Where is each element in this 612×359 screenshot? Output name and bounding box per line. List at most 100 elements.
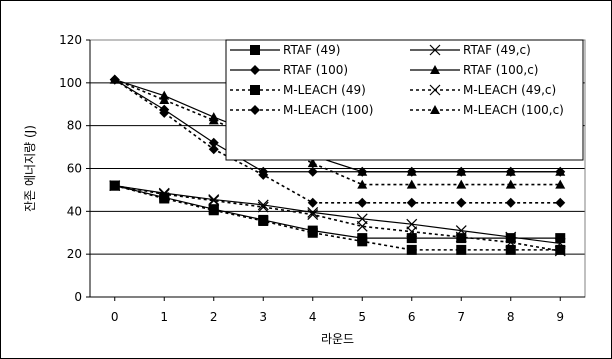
y-axis-title: 잔존 에너지량 (J) bbox=[23, 125, 37, 212]
data-point bbox=[555, 197, 566, 208]
legend-label: M-LEACH (100) bbox=[283, 103, 373, 117]
legend-marker bbox=[250, 45, 260, 55]
series-group bbox=[109, 74, 566, 257]
legend-entry: RTAF (100) bbox=[230, 63, 348, 77]
data-point bbox=[109, 180, 121, 192]
x-tick-label: 4 bbox=[309, 310, 317, 324]
legend-entry: M-LEACH (49,c) bbox=[410, 83, 556, 97]
legend-label: M-LEACH (49,c) bbox=[463, 83, 556, 97]
legend-marker bbox=[429, 44, 441, 56]
x-marker-stroke bbox=[257, 199, 269, 211]
legend-marker bbox=[430, 105, 440, 114]
series-5 bbox=[109, 180, 566, 257]
data-point bbox=[505, 236, 517, 248]
y-tick-label: 60 bbox=[67, 162, 82, 176]
data-point bbox=[208, 194, 220, 205]
legend: RTAF (49) RTAF (49,c) RTAF (100) RTAF (100,… bbox=[225, 39, 584, 161]
legend-label: RTAF (100,c) bbox=[463, 63, 538, 77]
legend-label: M-LEACH (49) bbox=[283, 83, 366, 97]
data-point bbox=[406, 166, 417, 176]
x-marker-stroke bbox=[455, 231, 467, 243]
y-tick-label: 40 bbox=[67, 204, 82, 218]
y-tick-label: 20 bbox=[67, 247, 82, 261]
data-point bbox=[158, 188, 170, 200]
data-point bbox=[208, 195, 220, 207]
series-line bbox=[114, 185, 561, 245]
data-point bbox=[456, 197, 467, 208]
x-marker-stroke bbox=[307, 206, 319, 218]
legend-marker bbox=[429, 84, 441, 96]
data-point bbox=[159, 107, 170, 118]
data-point bbox=[505, 197, 516, 208]
y-tick-label: 120 bbox=[59, 33, 82, 47]
data-point bbox=[356, 220, 368, 232]
x-tick-label: 3 bbox=[259, 310, 267, 324]
series-line bbox=[114, 185, 561, 239]
data-point bbox=[357, 166, 368, 176]
legend-label: RTAF (49,c) bbox=[463, 43, 531, 57]
data-point bbox=[357, 179, 368, 189]
data-point bbox=[406, 233, 417, 244]
legend-entry: M-LEACH (49) bbox=[230, 83, 366, 97]
data-point bbox=[505, 231, 517, 243]
legend-label: RTAF (49) bbox=[283, 43, 340, 57]
y-tick-label: 100 bbox=[59, 76, 82, 90]
legend-entry: M-LEACH (100,c) bbox=[410, 103, 564, 117]
data-point bbox=[307, 206, 319, 218]
data-point bbox=[555, 179, 566, 189]
x-tick-label: 2 bbox=[210, 310, 218, 324]
data-point bbox=[307, 197, 318, 208]
legend-marker bbox=[250, 105, 260, 115]
x-tick-label: 9 bbox=[556, 310, 564, 324]
x-marker-stroke bbox=[307, 209, 319, 220]
data-point bbox=[505, 179, 516, 189]
legend-label: RTAF (100) bbox=[283, 63, 348, 77]
legend-marker bbox=[250, 85, 260, 95]
data-point bbox=[208, 137, 219, 148]
legend-entry: RTAF (100,c) bbox=[410, 63, 538, 77]
data-point bbox=[159, 94, 170, 104]
x-marker-stroke bbox=[429, 44, 441, 56]
data-point bbox=[406, 197, 417, 208]
data-point bbox=[406, 244, 417, 255]
data-point bbox=[456, 179, 467, 189]
series-line bbox=[114, 79, 561, 173]
data-point bbox=[208, 144, 219, 155]
data-point bbox=[307, 227, 318, 238]
series-line bbox=[114, 184, 561, 251]
x-marker-stroke bbox=[257, 201, 269, 213]
legend-entry: RTAF (49) bbox=[230, 43, 340, 57]
x-marker-stroke bbox=[158, 188, 170, 200]
x-tick-label: 0 bbox=[111, 310, 119, 324]
series-line bbox=[114, 78, 561, 204]
x-marker-stroke bbox=[208, 195, 220, 207]
legend-entry: RTAF (49,c) bbox=[410, 43, 531, 57]
x-tick-label: 1 bbox=[160, 310, 168, 324]
x-axis-title: 라운드 bbox=[321, 332, 354, 346]
data-point bbox=[357, 236, 368, 247]
data-point bbox=[555, 244, 566, 255]
x-marker-stroke bbox=[554, 245, 566, 257]
data-point bbox=[455, 231, 467, 243]
data-point bbox=[406, 226, 418, 238]
y-tick-label: 0 bbox=[74, 290, 82, 304]
data-point bbox=[456, 244, 467, 255]
data-point bbox=[208, 205, 219, 216]
data-point bbox=[258, 169, 269, 180]
x-tick-label: 5 bbox=[358, 310, 366, 324]
x-marker-stroke bbox=[406, 226, 418, 238]
x-tick-label: 8 bbox=[507, 310, 515, 324]
legend-label: M-LEACH (100,c) bbox=[463, 103, 564, 117]
legend-marker bbox=[250, 65, 260, 75]
axes: 0 20 40 60 80 100 120 0 1 2 3 4 5 6 7 8 9 bbox=[59, 33, 585, 324]
data-point bbox=[555, 166, 566, 176]
data-point bbox=[456, 233, 467, 244]
data-point bbox=[109, 74, 120, 84]
x-marker-stroke bbox=[208, 194, 220, 205]
x-marker-stroke bbox=[505, 231, 517, 243]
legend-marker bbox=[430, 65, 440, 74]
x-marker-stroke bbox=[505, 236, 517, 248]
data-point bbox=[505, 233, 516, 244]
